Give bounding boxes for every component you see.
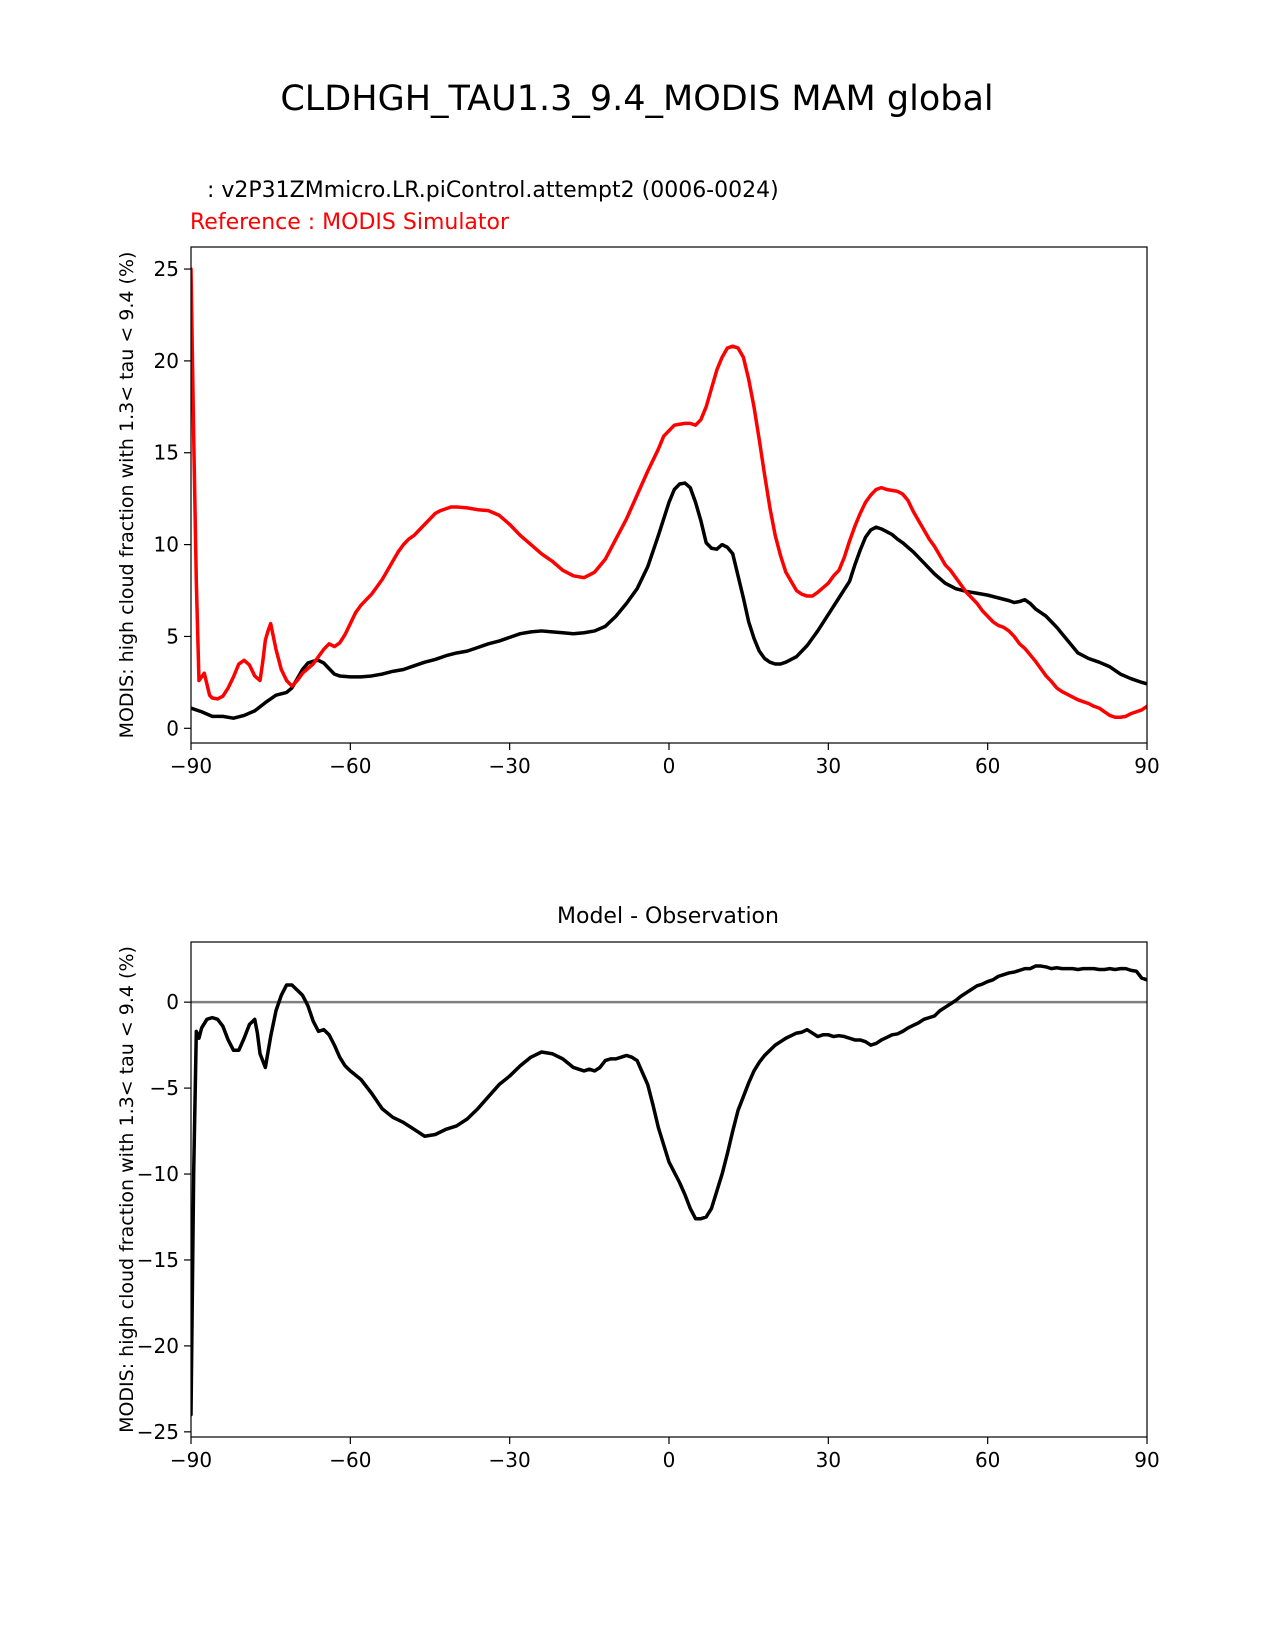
x-tick-label: 60 xyxy=(975,754,1000,778)
y-tick-label: 10 xyxy=(154,533,179,557)
x-tick-label: −30 xyxy=(489,1448,531,1472)
x-tick-label: 30 xyxy=(816,1448,841,1472)
x-tick-label: 60 xyxy=(975,1448,1000,1472)
line-panel: −90 −60 −30 0 30 60 90 0 5 10 15 20 25 MODIS: high cl… xyxy=(116,246,1160,778)
y-tick-label: 5 xyxy=(166,624,179,648)
x-tick-label: −90 xyxy=(170,754,212,778)
y-tick-label: 25 xyxy=(154,257,179,281)
axes-frame xyxy=(190,246,1148,744)
y-tick-label: −10 xyxy=(137,1162,179,1186)
x-tick-label: −90 xyxy=(170,1448,212,1472)
test-run-label: : v2P31ZMmicro.LR.piControl.attempt2 (00… xyxy=(193,178,779,203)
reference-label: Reference : MODIS Simulator xyxy=(190,210,510,235)
y-tick-label: 0 xyxy=(166,990,179,1014)
y-tick-label: 15 xyxy=(154,441,179,465)
x-tick-label: −30 xyxy=(489,754,531,778)
y-tick-label: −20 xyxy=(137,1334,179,1358)
x-tick-label: −60 xyxy=(329,1448,371,1472)
axes-frame xyxy=(190,941,1148,1438)
y-tick-label: −25 xyxy=(137,1420,179,1444)
x-tick-label: 30 xyxy=(816,754,841,778)
x-tick-label: −60 xyxy=(329,754,371,778)
y-tick-label: −15 xyxy=(137,1248,179,1272)
series-line-reference xyxy=(191,267,1147,720)
x-tick-label: 0 xyxy=(663,1448,676,1472)
x-tick-label: 90 xyxy=(1134,754,1159,778)
y-axis-label: MODIS: high cloud fraction with 1.3< tau… xyxy=(116,946,138,1433)
series-line-test xyxy=(191,481,1147,720)
x-tick-label: 90 xyxy=(1134,1448,1159,1472)
y-axis-label: MODIS: high cloud fraction with 1.3< tau… xyxy=(116,252,138,739)
y-tick-label: −5 xyxy=(150,1076,179,1100)
y-tick-label: 20 xyxy=(154,349,179,373)
series-line-difference xyxy=(191,964,1147,1417)
figure-title: CLDHGH_TAU1.3_9.4_MODIS MAM global xyxy=(280,79,993,119)
difference-panel-title: Model - Observation xyxy=(557,904,779,929)
y-tick-label: 0 xyxy=(166,716,179,740)
x-tick-label: 0 xyxy=(663,754,676,778)
